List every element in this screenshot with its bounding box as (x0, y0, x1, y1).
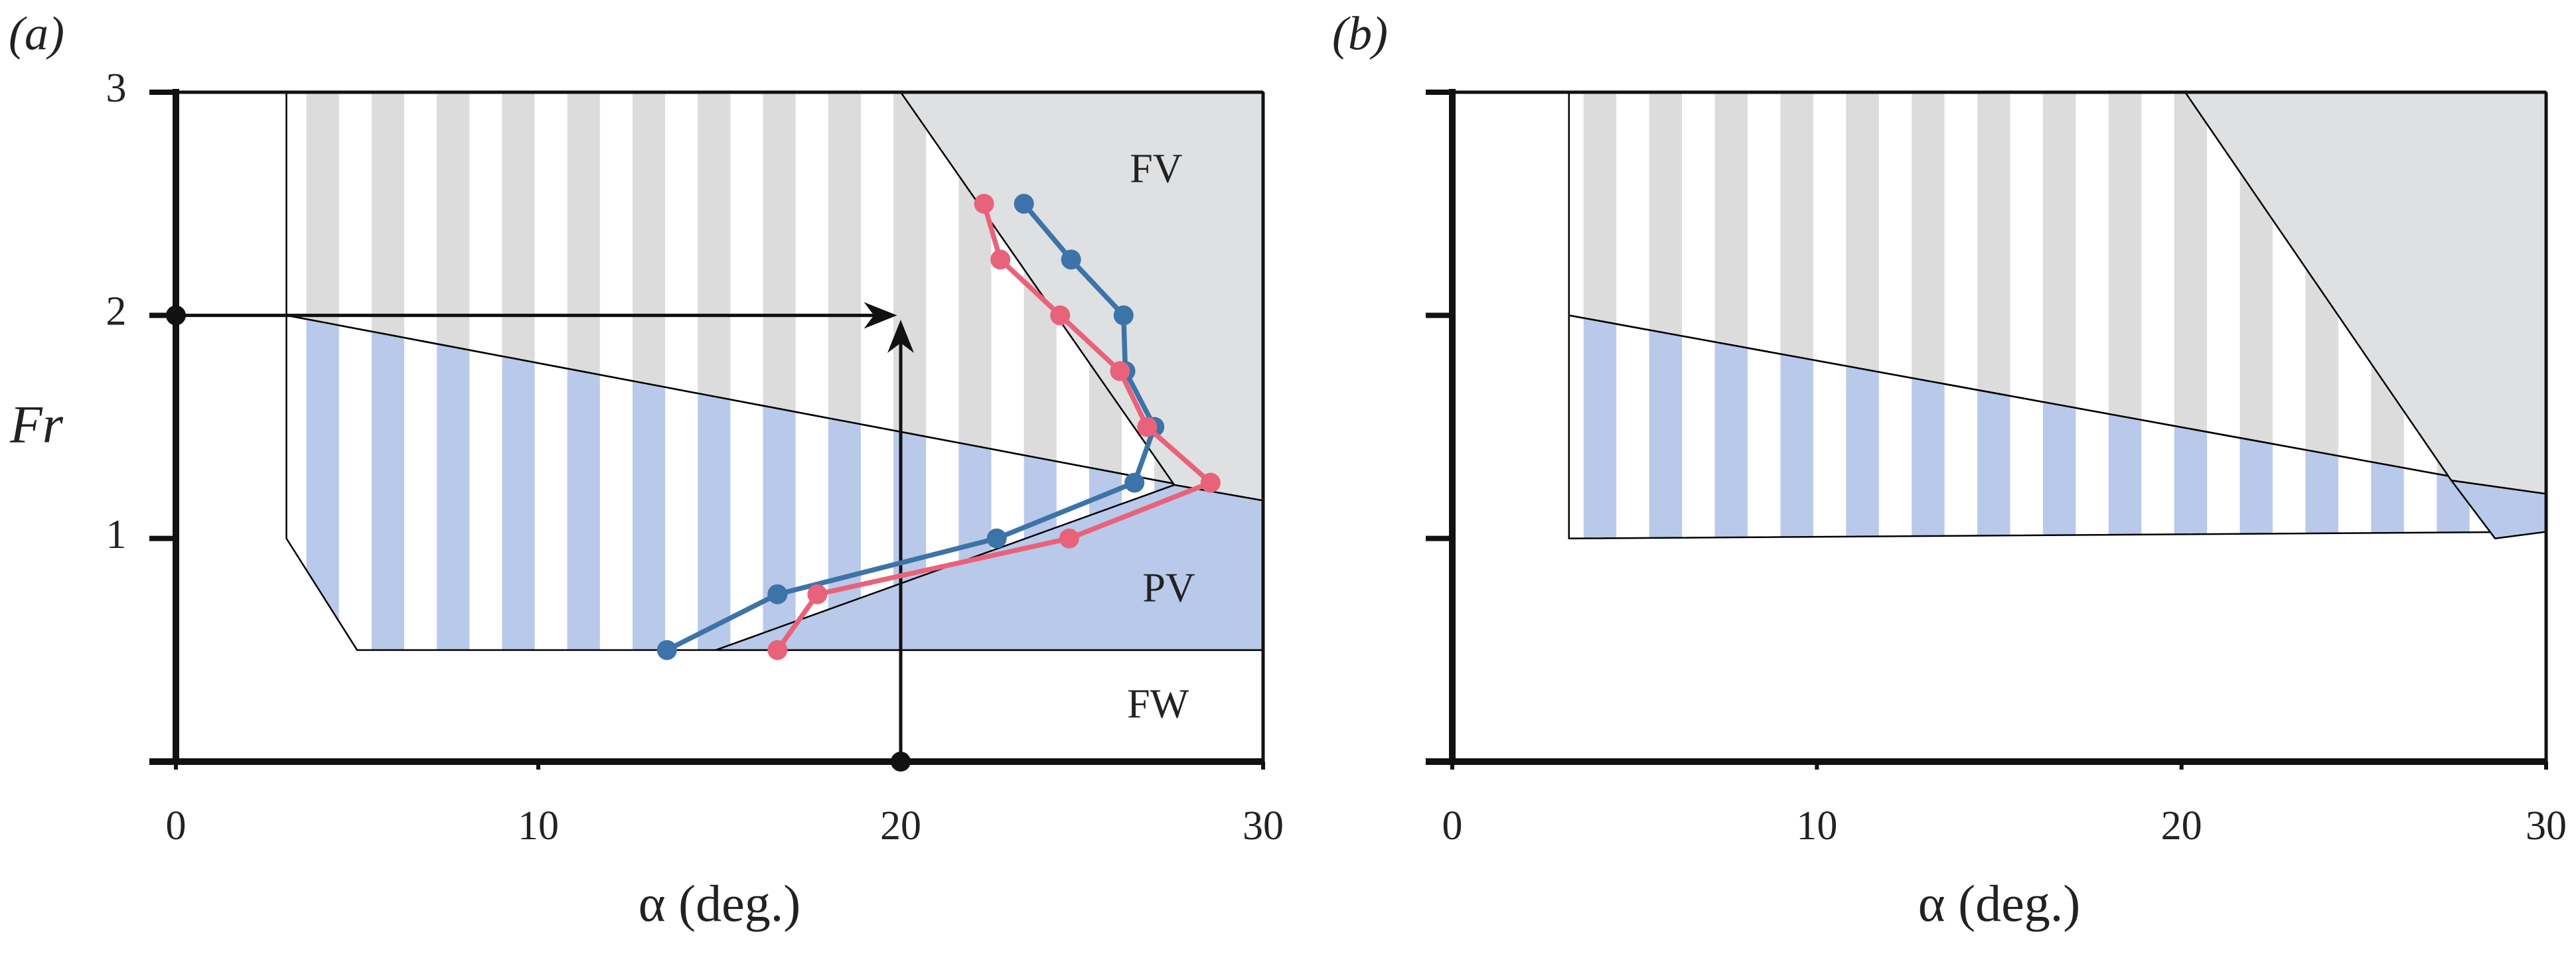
region (2183, 91, 2547, 495)
stripe (1714, 315, 1748, 539)
series-point (1014, 194, 1034, 214)
panel: 0 10 20 30 α (deg.) (b) (1332, 7, 2567, 932)
series-point (807, 584, 828, 604)
y-tick-label: 3 (106, 66, 127, 111)
stripe (502, 315, 535, 650)
series-point (1137, 417, 1158, 437)
x-tick-label: 20 (880, 803, 921, 849)
region (899, 91, 1264, 502)
series-point (1061, 249, 1081, 270)
region-label: FW (1127, 682, 1189, 727)
series-point (656, 640, 677, 660)
x-axis-label: α (deg.) (639, 874, 800, 932)
arrow-head (887, 320, 914, 354)
x-tick-label: 10 (1796, 803, 1837, 849)
y-tick-label: 2 (106, 289, 127, 334)
x-tick-label: 10 (518, 803, 559, 849)
stripe (371, 315, 404, 650)
stripe (1583, 315, 1617, 539)
y-axis-label: Fr (9, 395, 64, 454)
series-point (767, 640, 788, 660)
series-point (986, 528, 1007, 549)
panel-label: (b) (1332, 7, 1388, 60)
stripe (893, 92, 927, 501)
series-point (974, 194, 994, 214)
arrow-head (864, 302, 897, 329)
x-tick-label: 0 (1442, 803, 1463, 849)
series-point (767, 584, 788, 604)
series-point (1124, 472, 1145, 493)
series-point (1050, 305, 1071, 326)
y-tick-label: 1 (106, 512, 127, 557)
stripe (1649, 315, 1683, 539)
panel-label: (a) (9, 7, 64, 60)
series-point (1113, 305, 1134, 326)
x-axis-label: α (deg.) (1918, 874, 2080, 932)
series-point (1059, 528, 1079, 549)
x-tick-label: 20 (2161, 803, 2202, 849)
region-label: FV (1130, 146, 1182, 191)
series-point (1200, 472, 1221, 493)
x-tick-label: 30 (1243, 803, 1284, 849)
region-label: PV (1142, 566, 1195, 611)
x-tick-label: 30 (2526, 803, 2567, 849)
stripe (437, 315, 470, 650)
series-point (990, 249, 1011, 270)
x-tick-label: 0 (166, 803, 187, 849)
series-point (1110, 361, 1130, 381)
